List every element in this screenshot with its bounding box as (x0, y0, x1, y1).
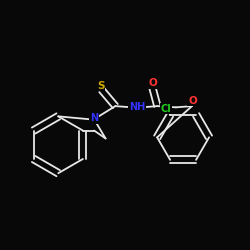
Text: O: O (188, 96, 197, 106)
Text: Cl: Cl (160, 104, 171, 114)
Text: NH: NH (129, 102, 145, 112)
Text: O: O (148, 78, 157, 88)
Text: N: N (90, 114, 98, 124)
Text: S: S (97, 80, 104, 90)
